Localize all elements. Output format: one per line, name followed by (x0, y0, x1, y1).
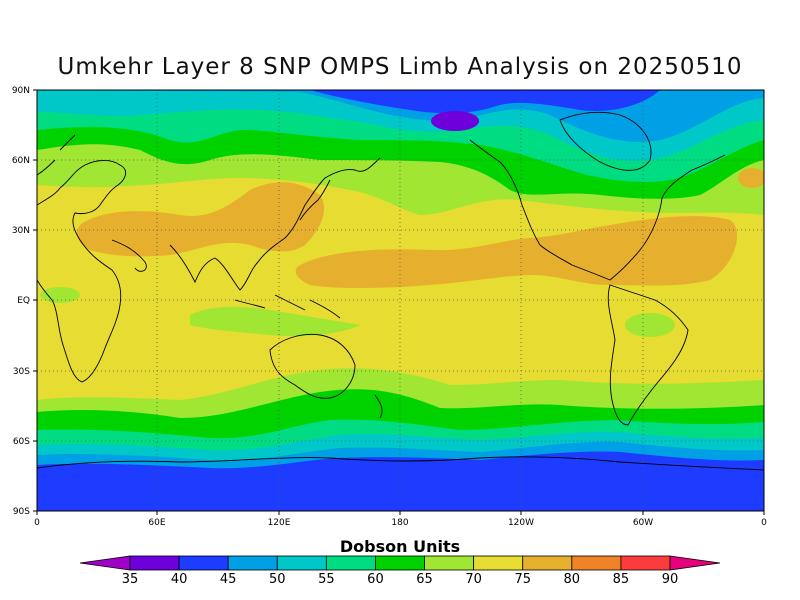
colorbar-tick-label: 50 (269, 572, 286, 587)
colorbar-segment (276, 555, 327, 571)
colorbar-over-triangle (669, 555, 721, 571)
colorbar-segment (325, 555, 376, 571)
colorbar-tick-label: 65 (416, 572, 433, 587)
lat-tick-label: 30N (12, 226, 30, 236)
colorbar-tick-label: 70 (465, 572, 482, 587)
field-tropic-light-green-2 (625, 313, 675, 337)
colorbar-segment (522, 555, 573, 571)
lon-tick-label: 120E (268, 518, 291, 528)
colorbar-segment (129, 555, 180, 571)
colorbar-tick-label: 85 (613, 572, 630, 587)
lat-tick-label: 90S (13, 507, 30, 517)
ozone-field (37, 90, 764, 511)
lon-tick-label: 60E (148, 518, 165, 528)
lat-tick-label: 60N (12, 156, 30, 166)
colorbar-under-triangle (79, 555, 131, 571)
lon-tick-label: 60W (633, 518, 653, 528)
colorbar-tick-label: 55 (318, 572, 335, 587)
lat-tick-label: EQ (17, 296, 30, 306)
colorbar-segment (571, 555, 622, 571)
colorbar-tick-label: 45 (220, 572, 237, 587)
colorbar-segment (620, 555, 671, 571)
field-north-40-45 (310, 90, 660, 114)
field-north-35-40 (431, 111, 479, 131)
colorbar-segment (227, 555, 278, 571)
colorbar-tick-label: 60 (367, 572, 384, 587)
lon-tick-label: 0 (761, 518, 767, 528)
lat-tick-label: 90N (12, 86, 30, 96)
colorbar-segment (375, 555, 425, 571)
colorbar-tick-label: 40 (171, 572, 188, 587)
colorbar-title: Dobson Units (339, 537, 461, 556)
lon-axis: 0 60E 120E 180 120W 60W 0 (34, 511, 767, 528)
colorbar-tick-label: 80 (564, 572, 581, 587)
colorbar: 35 40 45 50 55 60 65 70 75 80 85 90 (79, 555, 721, 587)
lon-tick-label: 0 (34, 518, 40, 528)
colorbar-tick-label: 35 (122, 572, 139, 587)
field-tropic-light-green (190, 306, 360, 337)
field-south-40-45 (37, 451, 764, 511)
lat-tick-label: 30S (13, 367, 30, 377)
colorbar-segment (424, 555, 475, 571)
field-tropic-light-green-3 (40, 287, 80, 303)
coastlines (37, 111, 764, 471)
lon-tick-label: 120W (508, 518, 534, 528)
field-orange-asia (77, 182, 325, 257)
colorbar-tick-label: 90 (662, 572, 679, 587)
lon-tick-label: 180 (391, 518, 408, 528)
field-orange-atlantic (738, 168, 764, 188)
lat-axis: 90N 60N 30N EQ 30S 60S 90S (12, 86, 37, 517)
colorbar-segment (473, 555, 524, 571)
colorbar-tick-label: 75 (514, 572, 531, 587)
lat-tick-label: 60S (13, 437, 30, 447)
field-orange-pacific (295, 216, 738, 289)
colorbar-segment (178, 555, 229, 571)
map-title: Umkehr Layer 8 SNP OMPS Limb Analysis on… (57, 54, 743, 80)
